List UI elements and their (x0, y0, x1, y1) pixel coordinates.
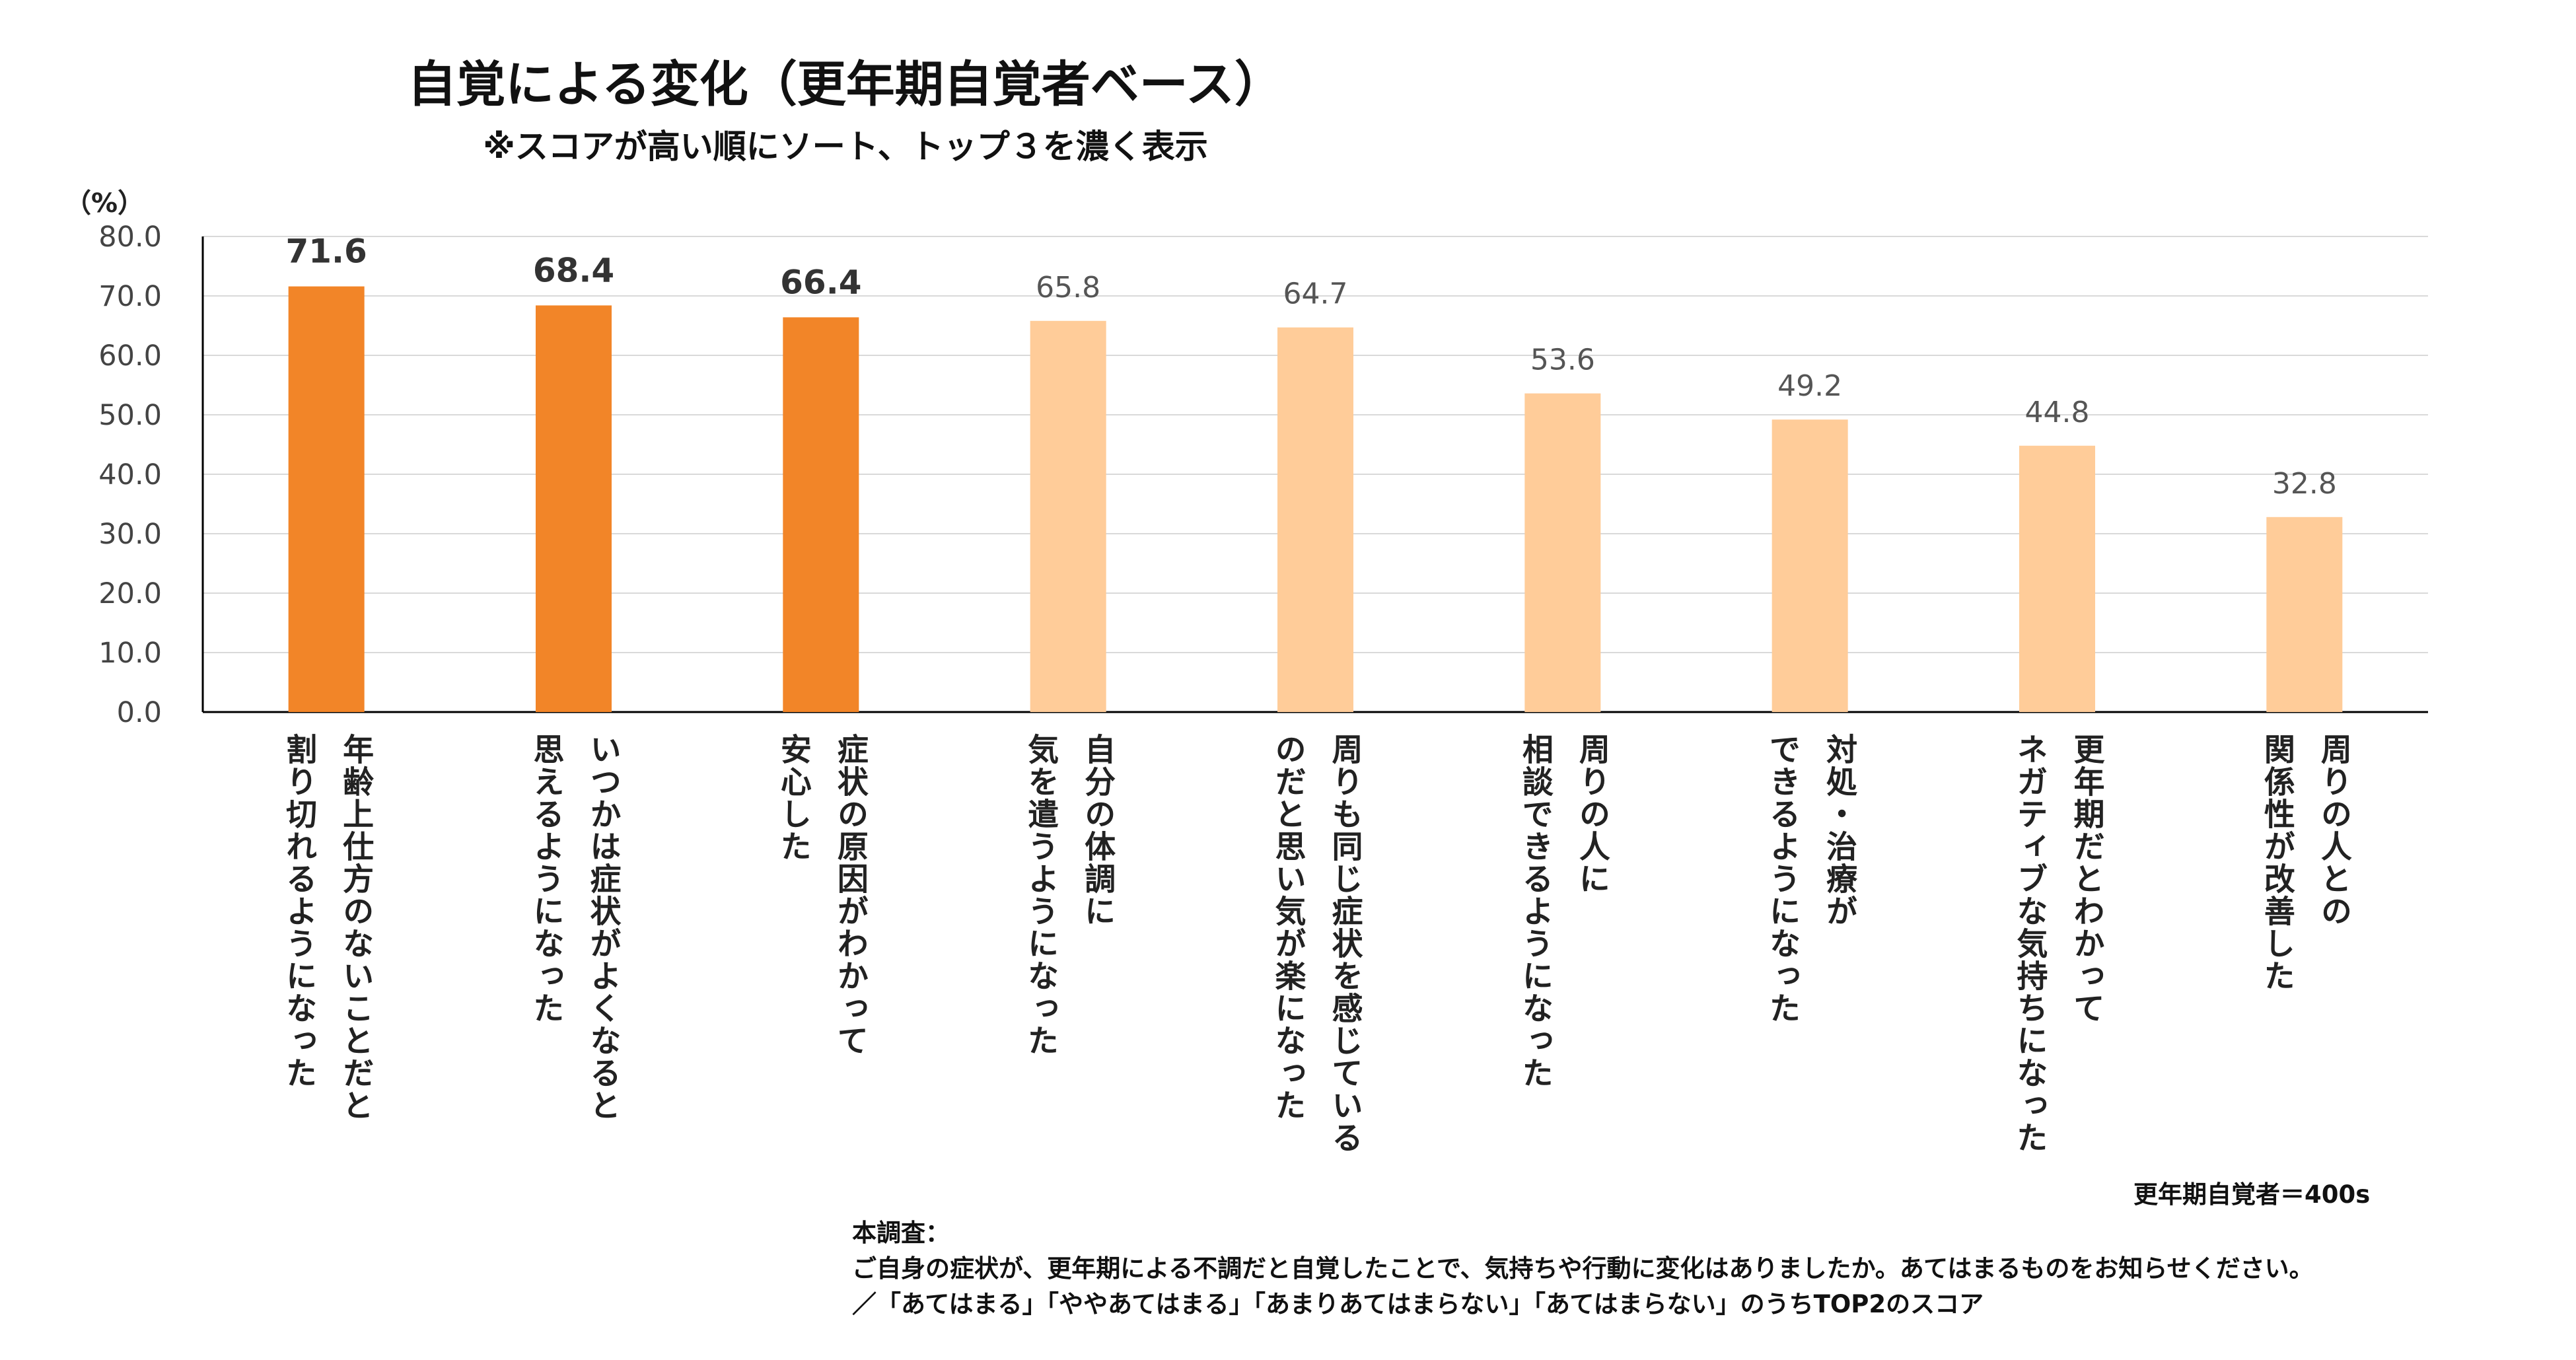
y-tick-label: 70.0 (98, 280, 162, 313)
bar (1030, 320, 1106, 712)
survey-footnote: 本調査： ご自身の症状が、更年期による不調だと自覚したことで、気持ちや行動に変化… (852, 1215, 2314, 1322)
bar (2266, 517, 2343, 712)
y-tick-label: 0.0 (117, 696, 162, 729)
survey-question: ご自身の症状が、更年期による不調だと自覚したことで、気持ちや行動に変化はありまし… (852, 1254, 2314, 1283)
bar (1277, 327, 1353, 712)
bar-value-label: 64.7 (1283, 277, 1348, 311)
bar-value-label: 53.6 (1530, 343, 1595, 377)
bar (1771, 419, 1848, 712)
chart-title: 自覚による変化（更年期自覚者ベース） (407, 56, 1284, 113)
y-tick-label: 50.0 (98, 399, 162, 432)
y-tick-label: 20.0 (98, 577, 162, 610)
survey-label: 本調査： (852, 1219, 950, 1247)
y-tick-label: 60.0 (98, 340, 162, 373)
bar-value-label: 65.8 (1036, 271, 1100, 304)
bar (783, 317, 859, 712)
y-tick-label: 30.0 (98, 518, 162, 551)
chart-subtitle: ※スコアが高い順にソート、トップ３を濃く表示 (483, 127, 1208, 166)
y-tick-label: 10.0 (98, 637, 162, 670)
bar-value-label: 49.2 (1777, 369, 1842, 403)
bar (536, 305, 612, 712)
sample-base-note: 更年期自覚者＝400s (2133, 1180, 2371, 1209)
y-tick-label: 80.0 (98, 221, 162, 254)
bar (1524, 393, 1601, 712)
bar-value-label: 32.8 (2272, 467, 2337, 501)
bar (288, 286, 365, 713)
bar (2019, 445, 2095, 712)
bar-value-label: 71.6 (285, 233, 367, 271)
y-tick-label: 40.0 (98, 458, 162, 491)
survey-scale-note: ／「あてはまる」「ややあてはまる」「あまりあてはまらない」「あてはまらない」のう… (852, 1290, 1984, 1318)
bar-value-label: 44.8 (2025, 396, 2090, 429)
y-axis-unit-label: （%） (65, 188, 145, 219)
bar-value-label: 68.4 (533, 251, 614, 289)
bar-value-label: 66.4 (780, 263, 861, 301)
